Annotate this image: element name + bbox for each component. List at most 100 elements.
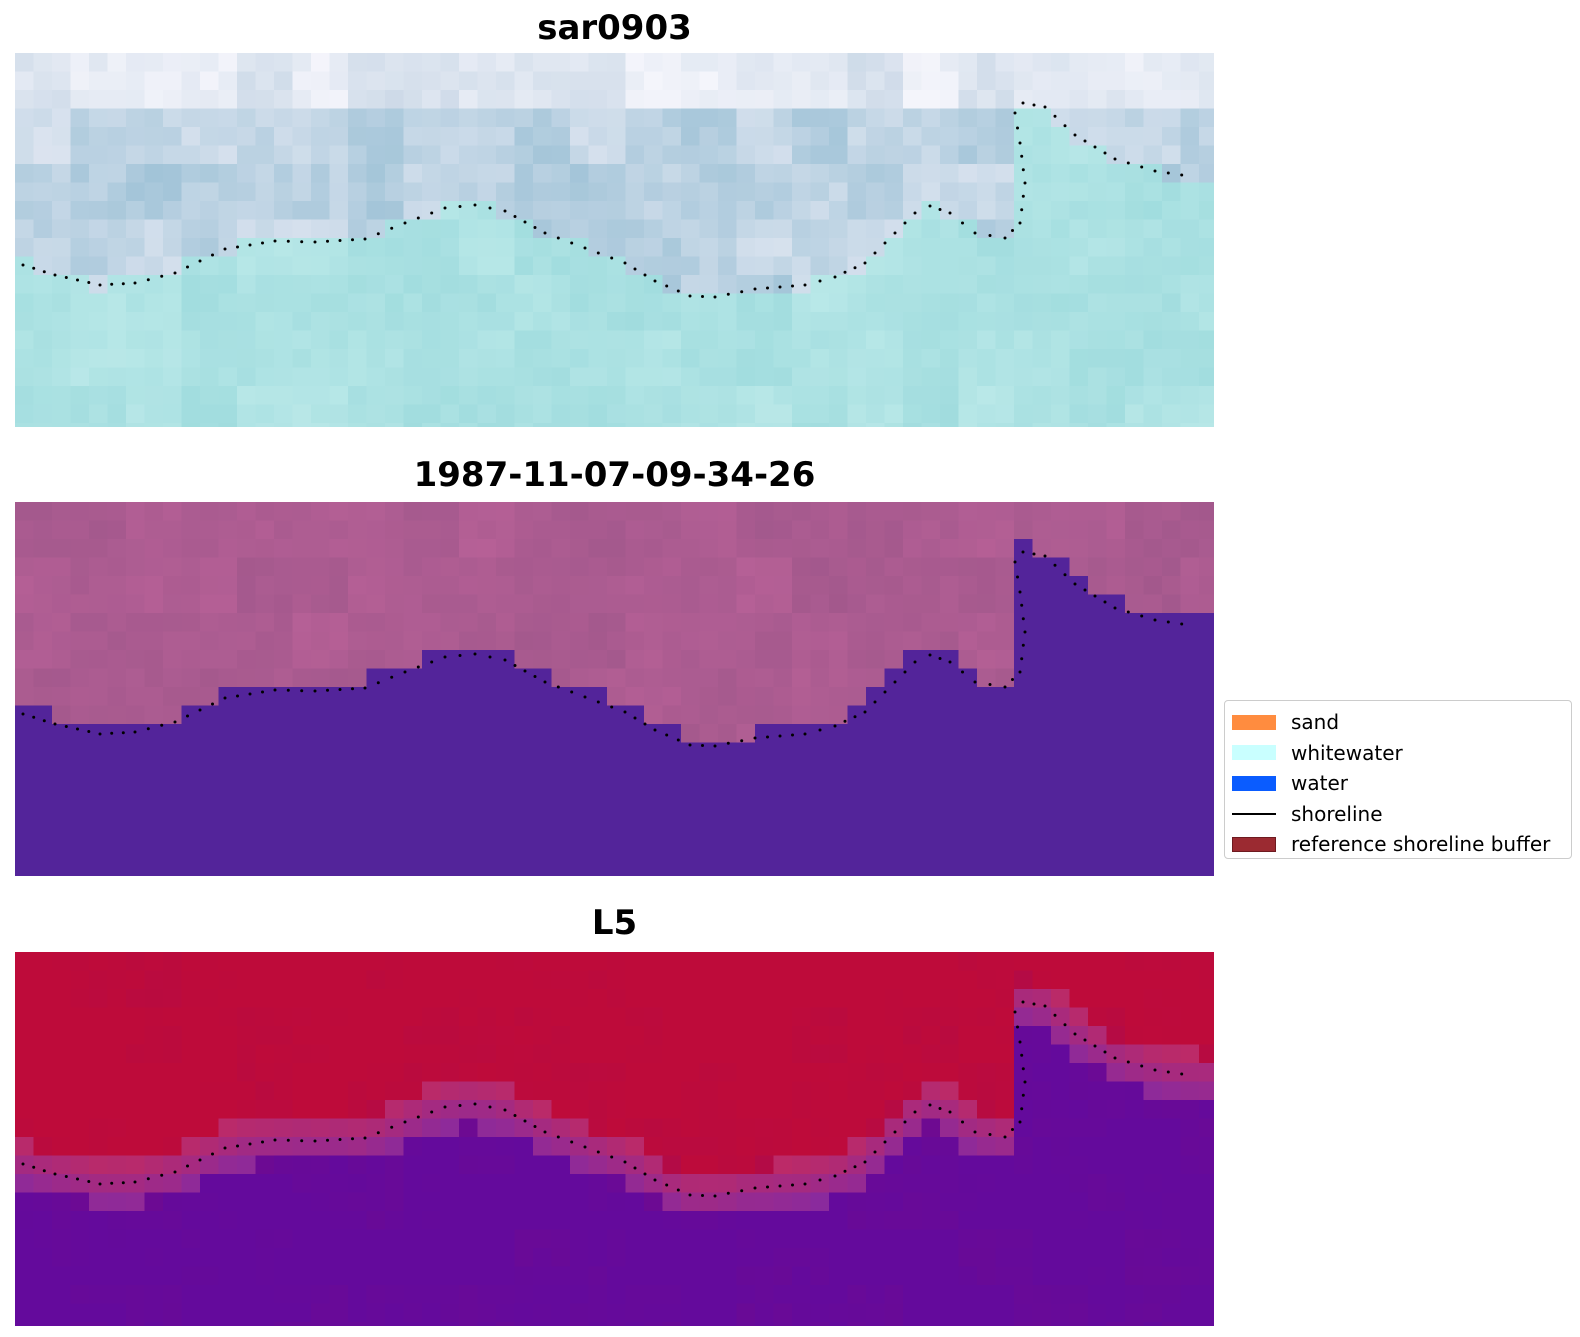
pixel-cell: [348, 761, 368, 781]
pixel-cell: [255, 293, 275, 313]
pixel-cell: [496, 1229, 516, 1249]
pixel-cell: [348, 1211, 368, 1231]
pixel-cell: [977, 404, 997, 424]
pixel-cell: [422, 127, 442, 147]
pixel-cell: [348, 201, 368, 221]
pixel-cell: [736, 650, 756, 670]
pixel-cell: [607, 201, 627, 221]
pixel-cell: [181, 742, 201, 762]
pixel-cell: [625, 275, 645, 295]
pixel-cell: [274, 386, 294, 406]
pixel-cell: [847, 1248, 867, 1268]
pixel-cell: [921, 761, 941, 781]
pixel-cell: [237, 404, 257, 424]
pixel-cell: [1180, 108, 1200, 128]
pixel-cell: [588, 1211, 608, 1231]
pixel-cell: [366, 386, 386, 406]
pixel-cell: [514, 1303, 534, 1323]
shoreline-point: [791, 284, 794, 288]
pixel-cell: [847, 1285, 867, 1305]
pixel-cell: [588, 219, 608, 239]
pixel-cell: [1032, 853, 1052, 873]
pixel-cell: [903, 1192, 923, 1212]
pixel-cell: [237, 145, 257, 165]
pixel-cell: [89, 1266, 109, 1286]
pixel-cell: [274, 423, 294, 427]
pixel-cell: [329, 108, 349, 128]
pixel-cell: [292, 761, 312, 781]
pixel-cell: [348, 1155, 368, 1175]
pixel-cell: [792, 724, 812, 744]
pixel-cell: [958, 520, 978, 540]
pixel-cell: [200, 1303, 220, 1323]
pixel-cell: [311, 724, 331, 744]
shoreline-point: [430, 660, 434, 664]
pixel-cell: [1125, 164, 1145, 184]
shoreline-point: [833, 1174, 837, 1178]
pixel-cell: [477, 1248, 497, 1268]
pixel-cell: [903, 594, 923, 614]
pixel-cell: [533, 238, 553, 258]
pixel-cell: [792, 952, 812, 972]
pixel-cell: [163, 1081, 183, 1101]
pixel-cell: [403, 312, 423, 332]
pixel-cell: [921, 1322, 941, 1326]
shoreline-point: [443, 1105, 447, 1109]
pixel-cell: [89, 1285, 109, 1305]
pixel-cell: [89, 219, 109, 239]
pixel-cell: [126, 1211, 146, 1231]
pixel-cell: [792, 779, 812, 799]
pixel-cell: [699, 164, 719, 184]
pixel-cell: [1051, 275, 1071, 295]
pixel-cell: [477, 989, 497, 1009]
pixel-cell: [477, 1137, 497, 1157]
pixel-cell: [681, 182, 701, 202]
pixel-cell: [422, 367, 442, 387]
pixel-cell: [736, 687, 756, 707]
pixel-cell: [921, 349, 941, 369]
pixel-cell: [829, 53, 849, 73]
pixel-cell: [829, 182, 849, 202]
pixel-cell: [625, 650, 645, 670]
pixel-cell: [977, 1229, 997, 1249]
pixel-cell: [33, 1211, 53, 1231]
pixel-cell: [366, 872, 386, 876]
pixel-cell: [625, 1063, 645, 1083]
pixel-cell: [329, 1044, 349, 1064]
pixel-cell: [181, 53, 201, 73]
pixel-cell: [755, 330, 775, 350]
pixel-cell: [107, 108, 127, 128]
pixel-cell: [255, 1211, 275, 1231]
shoreline-point: [1020, 603, 1024, 607]
pixel-cell: [829, 1118, 849, 1138]
pixel-cell: [681, 779, 701, 799]
pixel-cell: [921, 853, 941, 873]
pixel-cell: [1199, 853, 1214, 873]
pixel-cell: [1051, 970, 1071, 990]
pixel-cell: [89, 576, 109, 596]
pixel-cell: [866, 1285, 886, 1305]
pixel-cell: [662, 312, 682, 332]
shoreline-point: [583, 695, 587, 699]
pixel-cell: [699, 1229, 719, 1249]
pixel-cell: [829, 853, 849, 873]
pixel-cell: [847, 853, 867, 873]
pixel-cell: [459, 1137, 479, 1157]
pixel-cell: [1162, 539, 1182, 559]
pixel-cell: [366, 1192, 386, 1212]
pixel-cell: [829, 1044, 849, 1064]
pixel-cell: [921, 668, 941, 688]
pixel-cell: [89, 761, 109, 781]
pixel-cell: [681, 687, 701, 707]
pixel-cell: [292, 1229, 312, 1249]
pixel-cell: [1162, 275, 1182, 295]
pixel-cell: [570, 404, 590, 424]
pixel-cell: [884, 835, 904, 855]
pixel-cell: [274, 1303, 294, 1323]
pixel-cell: [422, 576, 442, 596]
pixel-cell: [755, 219, 775, 239]
pixel-cell: [903, 145, 923, 165]
pixel-cell: [625, 872, 645, 876]
pixel-cell: [1106, 761, 1126, 781]
pixel-cell: [625, 312, 645, 332]
